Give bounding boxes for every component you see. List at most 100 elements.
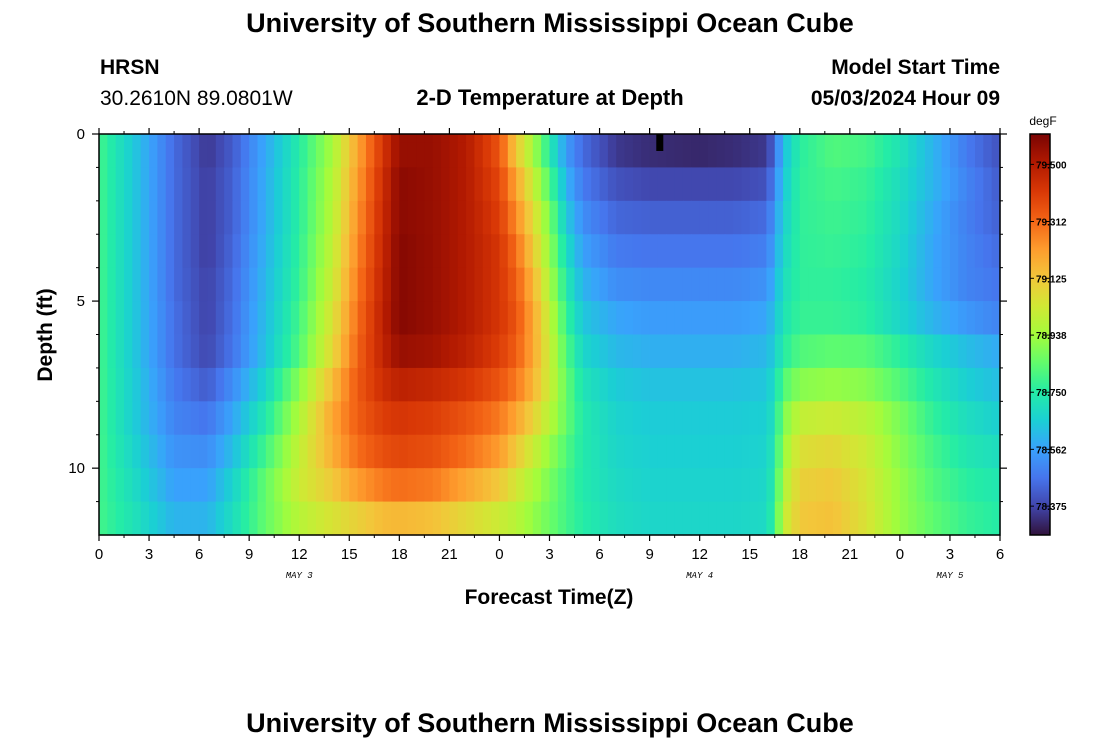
heatmap-cell — [165, 142, 175, 169]
heatmap-cell — [983, 434, 993, 469]
heatmap-cell — [841, 434, 851, 469]
heatmap-cell — [482, 167, 492, 202]
heatmap-cell — [232, 401, 242, 436]
heatmap-cell — [324, 334, 334, 369]
heatmap-cell — [199, 367, 209, 402]
heatmap-cell — [274, 501, 284, 536]
heatmap-cell — [758, 334, 767, 369]
heatmap-cell — [474, 267, 484, 302]
heatmap-cell — [958, 501, 968, 536]
heatmap-cell — [566, 501, 576, 536]
heatmap-cell — [891, 267, 901, 302]
heatmap-cell — [749, 367, 759, 402]
heatmap-cell — [357, 301, 367, 336]
heatmap-cell — [416, 134, 425, 143]
heatmap-cell — [115, 401, 125, 436]
heatmap-cell — [149, 200, 158, 235]
colorbar-tick-label: 79.125 — [1036, 274, 1067, 285]
heatmap-cell — [891, 142, 901, 169]
heatmap-cell — [224, 501, 234, 536]
heatmap-cell — [783, 468, 793, 503]
heatmap-cell — [666, 134, 676, 143]
heatmap-cell — [449, 142, 459, 169]
heatmap-cell — [883, 267, 893, 302]
heatmap-cell — [674, 234, 684, 269]
heatmap-cell — [958, 334, 968, 369]
heatmap-cell — [157, 501, 167, 536]
x-axis: 0 3 6 9 12 15 18 21 0 3 6 9 12 15 18 21 0 3 6 MAY 3 MAY 4 MAY… — [95, 128, 1004, 581]
heatmap-cell — [416, 501, 425, 536]
heatmap-cell — [824, 267, 834, 302]
heatmap-cell — [591, 267, 601, 302]
heatmap-cell — [966, 267, 976, 302]
heatmap-cell — [891, 401, 901, 436]
heatmap-cell — [299, 334, 309, 369]
heatmap-cell — [274, 401, 284, 436]
heatmap-cell — [482, 200, 492, 235]
heatmap-cell — [349, 434, 359, 469]
heatmap-cell — [724, 367, 734, 402]
heatmap-cell — [708, 434, 717, 469]
heatmap-cell — [349, 468, 359, 503]
heatmap-cell — [691, 234, 701, 269]
heatmap-cell — [249, 468, 259, 503]
heatmap-cell — [858, 367, 868, 402]
heatmap-cell — [791, 301, 801, 336]
heatmap-cell — [374, 142, 384, 169]
heatmap-cell — [591, 234, 601, 269]
heatmap-cell — [632, 167, 642, 202]
heatmap-cell — [424, 234, 434, 269]
heatmap-cell — [532, 367, 542, 402]
heatmap-cell — [624, 234, 634, 269]
heatmap-cell — [132, 142, 142, 169]
heatmap-cell — [140, 234, 150, 269]
heatmap-cell — [566, 334, 576, 369]
heatmap-cell — [315, 142, 325, 169]
heatmap-cell — [641, 142, 651, 169]
heatmap-cell — [541, 501, 551, 536]
heatmap-cell — [365, 134, 375, 143]
heatmap-cell — [324, 301, 334, 336]
heatmap-cell — [766, 134, 776, 143]
x-tick-label: 3 — [545, 546, 553, 563]
heatmap-cell — [449, 234, 459, 269]
heatmap-cell — [249, 134, 259, 143]
heatmap-cell — [282, 200, 292, 235]
heatmap-cell — [632, 301, 642, 336]
heatmap-cell — [457, 267, 467, 302]
heatmap-cell — [207, 334, 217, 369]
heatmap-cell — [607, 267, 617, 302]
heatmap-cell — [708, 334, 717, 369]
heatmap-cell — [874, 234, 884, 269]
heatmap-cell — [441, 142, 450, 169]
heatmap-cell — [132, 401, 142, 436]
heatmap-cell — [165, 501, 175, 536]
heatmap-cell — [941, 200, 951, 235]
heatmap-cell — [299, 434, 309, 469]
heatmap-cell — [557, 501, 567, 536]
heatmap-cell — [482, 234, 492, 269]
heatmap-cell — [607, 234, 617, 269]
heatmap-cell — [691, 501, 701, 536]
heatmap-cell — [365, 468, 375, 503]
heatmap-cell — [624, 267, 634, 302]
heatmap-cell — [174, 142, 184, 169]
heatmap-cell — [674, 200, 684, 235]
heatmap-cell — [749, 142, 759, 169]
day-label: MAY 5 — [936, 571, 964, 581]
heatmap-cell — [215, 501, 225, 536]
heatmap-cell — [340, 367, 350, 402]
heatmap-cell — [858, 234, 868, 269]
heatmap-cell — [791, 468, 801, 503]
heatmap-cell — [949, 267, 959, 302]
heatmap-cell — [457, 468, 467, 503]
heatmap-cell — [99, 367, 108, 402]
heatmap-cell — [332, 501, 342, 536]
heatmap-cell — [374, 301, 384, 336]
heatmap-cell — [140, 301, 150, 336]
heatmap-cell — [607, 334, 617, 369]
heatmap-cell — [966, 501, 976, 536]
heatmap-cell — [382, 200, 392, 235]
heatmap-cell — [899, 401, 909, 436]
heatmap-cell — [657, 234, 667, 269]
